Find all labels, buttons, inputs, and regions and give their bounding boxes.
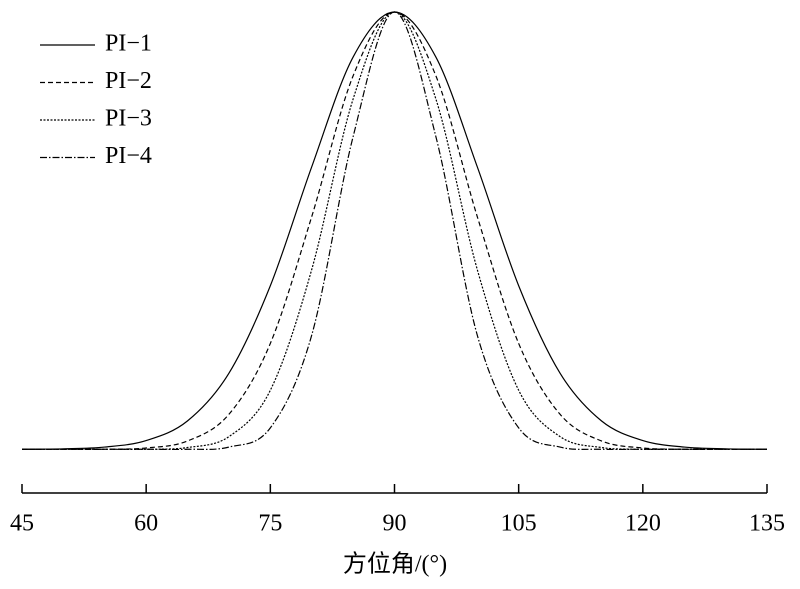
x-tick-label: 105 bbox=[501, 511, 537, 537]
x-axis-label: 方位角/(°) bbox=[343, 551, 447, 578]
x-tick-label: 90 bbox=[383, 511, 407, 537]
legend-label: PI−4 bbox=[105, 143, 152, 169]
legend-label: PI−3 bbox=[105, 106, 152, 132]
x-tick-label: 60 bbox=[134, 511, 158, 537]
x-tick-label: 45 bbox=[10, 511, 34, 537]
x-tick-label: 75 bbox=[258, 511, 282, 537]
x-tick-label: 135 bbox=[749, 511, 785, 537]
legend-label: PI−1 bbox=[105, 31, 152, 57]
x-tick-label: 120 bbox=[625, 511, 661, 537]
legend-label: PI−2 bbox=[105, 68, 152, 94]
series-line bbox=[22, 11, 767, 451]
